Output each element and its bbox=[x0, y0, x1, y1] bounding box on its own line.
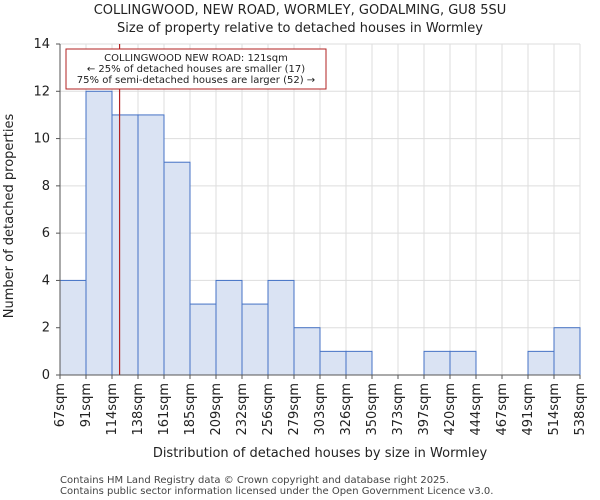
x-tick-label: 209sqm bbox=[209, 383, 224, 436]
x-tick-label: 397sqm bbox=[417, 383, 432, 436]
bar-514sqm bbox=[553, 327, 581, 376]
bar-185sqm bbox=[189, 303, 217, 376]
annotation-line-3: 75% of semi-detached houses are larger (… bbox=[77, 75, 315, 86]
y-tick-label: 4 bbox=[42, 273, 50, 288]
x-tick-label: 420sqm bbox=[443, 383, 458, 436]
y-tick-label: 10 bbox=[33, 132, 50, 147]
footer-line-1: Contains HM Land Registry data © Crown c… bbox=[60, 475, 449, 486]
footer-line-2: Contains public sector information licen… bbox=[60, 486, 493, 497]
bar-420sqm bbox=[449, 350, 477, 376]
chart-title: COLLINGWOOD, NEW ROAD, WORMLEY, GODALMIN… bbox=[94, 3, 507, 18]
x-tick-label: 279sqm bbox=[287, 383, 302, 436]
x-tick-label: 161sqm bbox=[157, 383, 172, 436]
y-axis-label: Number of detached properties bbox=[2, 114, 17, 319]
x-tick-label: 491sqm bbox=[521, 383, 536, 436]
x-tick-label: 67sqm bbox=[53, 383, 68, 427]
x-tick-label: 256sqm bbox=[261, 383, 276, 436]
x-tick-label: 303sqm bbox=[313, 383, 328, 436]
x-tick-label: 91sqm bbox=[79, 383, 94, 427]
x-axis-label: Distribution of detached houses by size … bbox=[153, 446, 488, 461]
x-tick-label: 185sqm bbox=[183, 383, 198, 436]
bar-491sqm bbox=[527, 350, 555, 376]
bar-161sqm bbox=[163, 161, 191, 376]
bar-303sqm bbox=[319, 350, 347, 376]
y-tick-label: 2 bbox=[42, 321, 50, 336]
y-tick-labels: 0 2 4 6 8 10 12 14 bbox=[33, 37, 60, 383]
annotation-line-1: COLLINGWOOD NEW ROAD: 121sqm bbox=[104, 53, 288, 64]
bar-67sqm bbox=[59, 279, 87, 376]
x-tick-label: 138sqm bbox=[131, 383, 146, 436]
bar-256sqm bbox=[267, 279, 295, 376]
bar-91sqm bbox=[85, 90, 113, 376]
bars bbox=[59, 90, 581, 376]
bar-209sqm bbox=[215, 279, 243, 376]
bar-114sqm bbox=[111, 114, 139, 376]
bar-138sqm bbox=[137, 114, 165, 376]
x-tick-label: 373sqm bbox=[391, 383, 406, 436]
x-tick-label: 514sqm bbox=[547, 383, 562, 436]
x-tick-label: 538sqm bbox=[573, 383, 588, 436]
annotation-border bbox=[65, 48, 327, 90]
y-tick-label: 0 bbox=[42, 368, 50, 383]
x-tick-label: 444sqm bbox=[469, 383, 484, 436]
bar-326sqm bbox=[345, 350, 373, 376]
bar-279sqm bbox=[293, 327, 321, 376]
annotation-box: COLLINGWOOD NEW ROAD: 121sqm ← 25% of de… bbox=[65, 48, 327, 90]
x-tick-label: 114sqm bbox=[105, 383, 120, 436]
y-tick-label: 6 bbox=[42, 226, 50, 241]
bar-232sqm bbox=[241, 303, 269, 376]
y-tick-label: 12 bbox=[33, 84, 50, 99]
bar-397sqm bbox=[423, 350, 451, 376]
chart-subtitle: Size of property relative to detached ho… bbox=[117, 21, 483, 36]
y-tick-label: 8 bbox=[42, 179, 50, 194]
x-tick-labels: 67sqm 91sqm 114sqm 138sqm 161sqm 185sqm 209sqm… bbox=[53, 375, 588, 436]
x-tick-label: 326sqm bbox=[339, 383, 354, 436]
x-tick-label: 467sqm bbox=[495, 383, 510, 436]
annotation-line-2: ← 25% of detached houses are smaller (17… bbox=[87, 64, 305, 75]
x-tick-label: 232sqm bbox=[235, 383, 250, 436]
y-tick-label: 14 bbox=[33, 37, 50, 52]
x-tick-label: 350sqm bbox=[365, 383, 380, 436]
